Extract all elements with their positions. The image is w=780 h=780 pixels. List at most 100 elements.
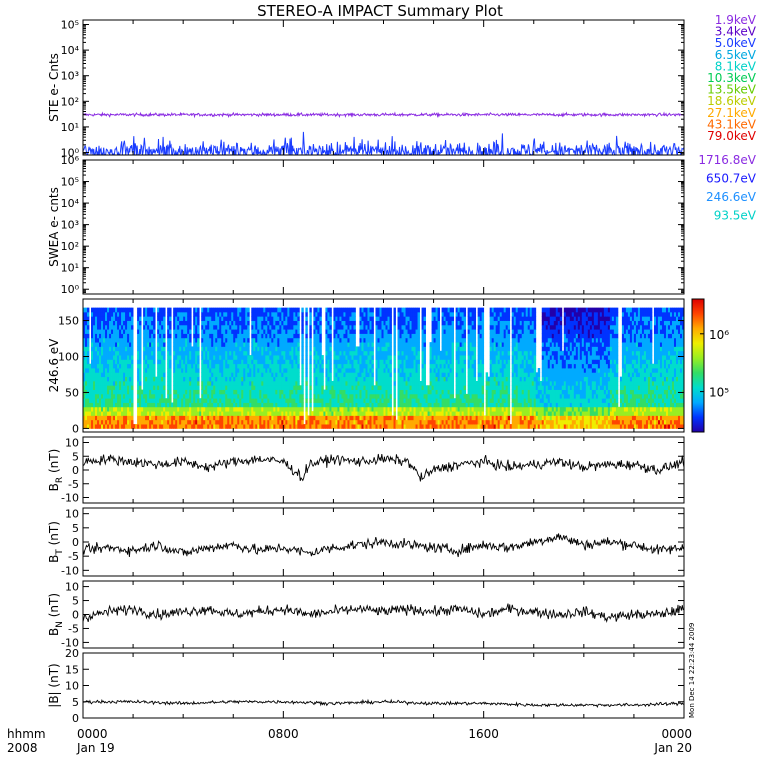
- heatmap-cell: [447, 376, 451, 382]
- heatmap-cell: [313, 385, 316, 390]
- heatmap-cell: [407, 316, 410, 321]
- heatmap-cell: [213, 402, 216, 408]
- ste-data: [83, 111, 684, 155]
- heatmap-cell: [341, 316, 344, 321]
- heatmap-cell: [185, 355, 188, 360]
- heatmap-cell: [255, 372, 258, 378]
- heatmap-cell: [373, 385, 376, 390]
- heatmap-cell: [223, 368, 226, 373]
- heatmap-cell: [429, 389, 432, 395]
- heatmap-cell: [153, 372, 156, 378]
- heatmap-cell: [411, 380, 414, 386]
- heatmap-cell: [315, 424, 318, 429]
- heatmap-cell: [387, 355, 390, 360]
- heatmap-cell: [393, 337, 396, 343]
- heatmap-cell: [173, 346, 176, 352]
- heatmap-cell: [161, 346, 164, 352]
- heatmap-cell: [227, 346, 230, 352]
- heatmap-cell: [319, 363, 322, 369]
- heatmap-cell: [335, 355, 338, 360]
- heatmap-cell: [401, 406, 404, 412]
- heatmap-cell: [115, 402, 118, 408]
- heatmap-cell: [441, 355, 444, 360]
- heatmap-cell: [401, 333, 404, 339]
- heatmap-cell: [121, 342, 124, 347]
- heatmap-cell: [93, 424, 96, 429]
- heatmap-cell: [275, 415, 278, 421]
- heatmap-cell: [177, 355, 180, 360]
- heatmap-cell: [389, 406, 392, 412]
- heatmap-cell: [443, 320, 447, 326]
- heatmap-cell: [371, 415, 374, 421]
- heatmap-cell: [441, 415, 444, 421]
- heatmap-cell: [333, 350, 336, 356]
- heatmap-cell: [325, 346, 328, 352]
- heatmap-cell: [109, 411, 112, 416]
- heatmap-cell: [123, 346, 126, 352]
- heatmap-cell: [329, 320, 332, 326]
- heatmap-cell: [389, 355, 392, 360]
- heatmap-cell: [355, 398, 358, 403]
- heatmap-cell: [345, 363, 348, 369]
- heatmap-cell: [277, 350, 280, 356]
- heatmap-cell: [243, 402, 246, 408]
- heatmap-cell: [337, 389, 340, 395]
- heatmap-cell: [279, 389, 282, 395]
- heatmap-cell: [111, 346, 114, 352]
- heatmap-cell: [275, 307, 278, 313]
- heatmap-cell: [299, 411, 302, 416]
- heatmap-cell: [97, 419, 100, 425]
- heatmap-cell: [157, 359, 160, 365]
- heatmap-cell: [97, 342, 100, 347]
- heatmap-cell: [291, 355, 294, 360]
- heatmap-cell: [127, 346, 130, 352]
- heatmap-cell: [403, 316, 406, 321]
- heatmap-cell: [409, 411, 412, 416]
- heatmap-cell: [407, 320, 410, 326]
- heatmap-cell: [101, 355, 104, 360]
- heatmap-cell: [353, 355, 356, 360]
- heatmap-cell: [305, 368, 308, 373]
- heatmap-cell: [357, 389, 360, 395]
- heatmap-cell: [439, 393, 442, 399]
- heatmap-cell: [271, 393, 274, 399]
- heatmap-cell: [399, 398, 402, 403]
- heatmap-cell: [449, 320, 453, 326]
- heatmap-cell: [189, 424, 192, 429]
- heatmap-cell: [263, 380, 266, 386]
- heatmap-cell: [141, 415, 144, 421]
- heatmap-cell: [193, 380, 196, 386]
- heatmap-cell: [137, 380, 140, 386]
- heatmap-cell: [219, 380, 222, 386]
- heatmap-cell: [411, 424, 414, 429]
- heatmap-cell: [107, 342, 110, 347]
- heatmap-cell: [183, 424, 186, 429]
- heatmap-cell: [143, 307, 146, 313]
- heatmap-cell: [263, 337, 266, 343]
- heatmap-cell: [243, 368, 246, 373]
- heatmap-cell: [289, 324, 292, 330]
- heatmap-cell: [309, 307, 312, 313]
- heatmap-cell: [237, 372, 240, 378]
- heatmap-cell: [225, 316, 228, 321]
- heatmap-cell: [247, 355, 250, 360]
- heatmap-cell: [123, 376, 126, 382]
- heatmap-cell: [251, 337, 254, 343]
- heatmap-cell: [369, 355, 372, 360]
- heatmap-cell: [163, 419, 166, 425]
- heatmap-cell: [441, 402, 444, 408]
- heatmap-cell: [339, 363, 342, 369]
- heatmap-cell: [383, 385, 386, 390]
- heatmap-cell: [239, 411, 242, 416]
- heatmap-cell: [343, 346, 346, 352]
- heatmap-cell: [447, 368, 451, 373]
- heatmap-cell: [437, 368, 440, 373]
- heatmap-cell: [363, 419, 366, 425]
- heatmap-cell: [163, 385, 166, 390]
- heatmap-cell: [211, 406, 214, 412]
- heatmap-cell: [449, 337, 453, 343]
- heatmap-cell: [195, 311, 198, 317]
- heatmap-cell: [187, 411, 190, 416]
- heatmap-cell: [333, 363, 336, 369]
- heatmap-cell: [351, 380, 354, 386]
